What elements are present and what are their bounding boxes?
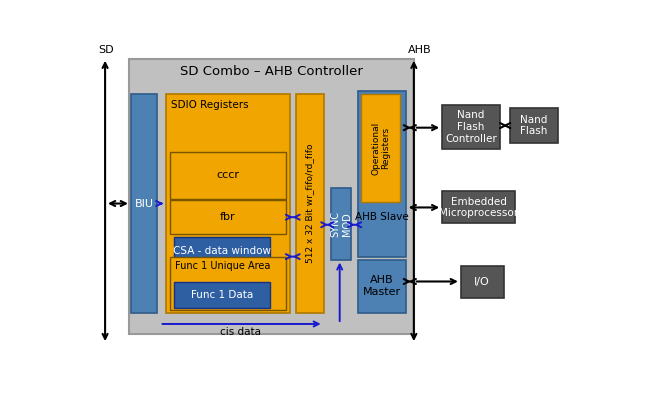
Text: Nand
Flash: Nand Flash (521, 115, 548, 136)
Text: BIU: BIU (135, 199, 154, 208)
Text: Nand
Flash
Controller: Nand Flash Controller (445, 110, 497, 143)
Text: SYNC
MOD: SYNC MOD (331, 211, 352, 237)
Text: I/O: I/O (475, 277, 490, 287)
Bar (510, 108, 558, 143)
Text: Embedded
Microprocessor: Embedded Microprocessor (439, 197, 518, 218)
Bar (170, 256, 286, 310)
Text: cis data: cis data (220, 327, 261, 336)
Text: cccr: cccr (216, 171, 239, 180)
Text: SDIO Registers: SDIO Registers (171, 100, 249, 110)
Bar (174, 237, 270, 266)
Text: fbr: fbr (220, 212, 236, 222)
Bar (131, 94, 157, 313)
Text: SD Combo – AHB Controller: SD Combo – AHB Controller (180, 65, 363, 78)
Bar (442, 105, 500, 149)
Bar (170, 152, 286, 199)
Bar (296, 94, 324, 313)
Text: Func 1 Data: Func 1 Data (191, 290, 253, 300)
Bar (461, 266, 504, 297)
Text: 512 x 32 Bit wr_fifo/rd_fifo: 512 x 32 Bit wr_fifo/rd_fifo (305, 144, 314, 263)
Text: AHB Slave: AHB Slave (355, 212, 409, 222)
Text: Operational
Registers: Operational Registers (371, 121, 391, 175)
Bar (166, 94, 290, 313)
Bar (361, 94, 400, 202)
Bar (358, 91, 406, 256)
Bar (174, 282, 270, 308)
Bar (442, 191, 515, 223)
Bar (170, 201, 286, 234)
Bar (331, 188, 352, 260)
Text: SD: SD (98, 45, 114, 55)
Text: AHB
Master: AHB Master (363, 275, 401, 297)
Bar (130, 59, 414, 334)
Bar (358, 260, 406, 313)
Text: CSA - data window: CSA - data window (173, 246, 271, 256)
Text: Func 1 Unique Area: Func 1 Unique Area (174, 261, 270, 271)
Text: AHB: AHB (408, 45, 432, 55)
